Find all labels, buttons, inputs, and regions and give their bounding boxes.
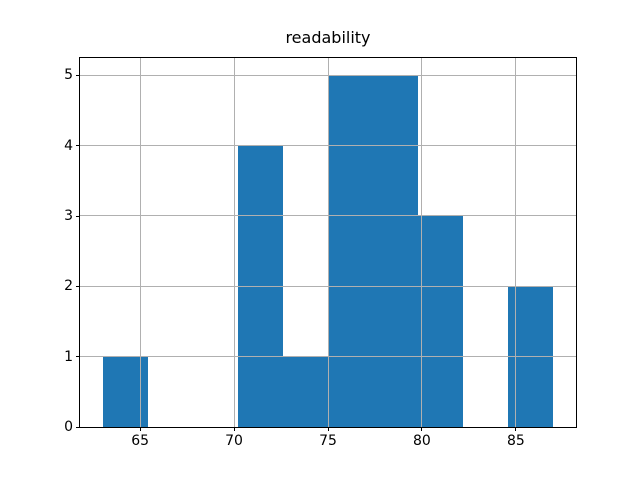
- y-tick-label: 0: [64, 419, 73, 436]
- y-tick-label: 1: [64, 348, 73, 365]
- y-tick-mark: [76, 215, 80, 217]
- y-tick-mark: [76, 356, 80, 358]
- chart-title: readability: [285, 28, 371, 47]
- y-tick-mark: [76, 74, 80, 76]
- x-tick-label: 65: [131, 433, 150, 449]
- y-tick-mark: [76, 145, 80, 147]
- plot-area: [79, 56, 577, 429]
- x-gridline: [515, 57, 517, 428]
- y-gridline: [80, 215, 576, 217]
- x-tick-label: 85: [506, 433, 525, 449]
- x-tick-label: 80: [413, 433, 431, 449]
- y-tick-label: 4: [64, 137, 73, 154]
- x-tick-mark: [515, 427, 517, 432]
- histogram-bar: [282, 356, 328, 428]
- x-gridline: [233, 57, 235, 428]
- y-gridline: [80, 426, 576, 428]
- x-tick-mark: [421, 427, 423, 432]
- y-tick-label: 3: [64, 208, 73, 224]
- histogram-bar: [102, 356, 148, 428]
- y-tick-mark: [76, 426, 80, 428]
- x-tick-mark: [139, 427, 141, 432]
- x-tick-label: 75: [319, 433, 337, 449]
- y-gridline: [80, 285, 576, 287]
- x-gridline: [421, 57, 423, 428]
- y-tick-label: 5: [64, 67, 73, 84]
- y-tick-mark: [76, 285, 80, 287]
- x-gridline: [139, 57, 141, 428]
- histogram-bar: [373, 75, 419, 428]
- x-tick-mark: [327, 427, 329, 432]
- y-gridline: [80, 74, 576, 76]
- x-tick-mark: [233, 427, 235, 432]
- y-gridline: [80, 145, 576, 147]
- x-tick-label: 70: [225, 433, 243, 449]
- y-tick-label: 2: [64, 278, 73, 295]
- histogram-bar: [328, 75, 374, 428]
- x-gridline: [327, 57, 329, 428]
- y-gridline: [80, 356, 576, 358]
- histogram-bar: [418, 216, 464, 428]
